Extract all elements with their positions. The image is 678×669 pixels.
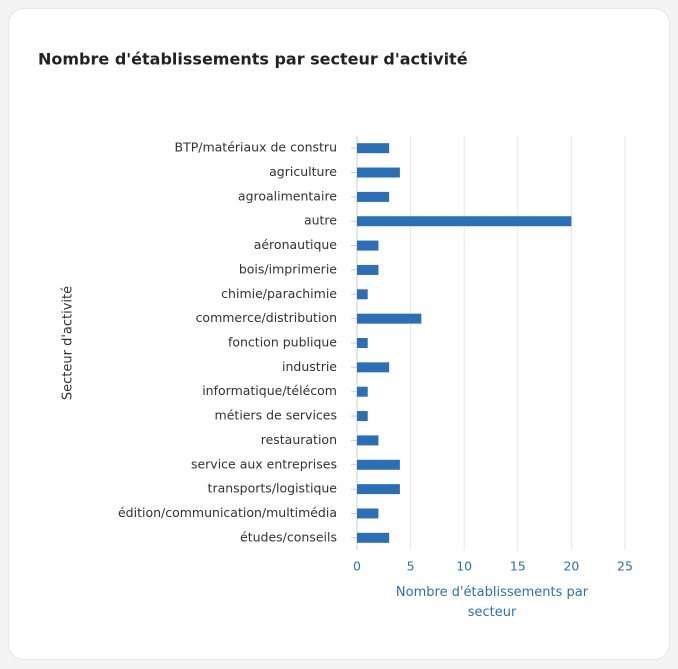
bar	[357, 484, 400, 495]
y-tick-label: restauration	[261, 432, 337, 447]
y-tick-label: informatique/télécom	[202, 383, 337, 398]
y-tick-label: édition/communication/multimédia	[118, 505, 337, 520]
y-tick-label: autre	[304, 213, 337, 228]
y-tick-label: chimie/parachimie	[221, 286, 337, 301]
x-tick-label: 10	[456, 559, 472, 574]
y-tick-label: service aux entreprises	[191, 456, 337, 471]
card	[8, 8, 670, 660]
y-axis-title: Secteur d'activité	[61, 286, 76, 400]
y-tick-label: métiers de services	[215, 408, 337, 423]
chart-title: Nombre d'établissements par secteur d'ac…	[38, 50, 468, 69]
y-tick-label: études/conseils	[240, 529, 337, 544]
bar	[357, 338, 368, 348]
y-tick-label: BTP/matériaux de constru	[175, 140, 337, 155]
y-tick-label: fonction publique	[228, 335, 337, 350]
bar	[357, 508, 379, 519]
y-tick-label: transports/logistique	[208, 481, 338, 496]
bar	[357, 386, 368, 397]
bar	[357, 313, 422, 324]
y-tick-label: agriculture	[269, 164, 337, 179]
x-tick-label: 0	[353, 559, 361, 574]
bar	[357, 362, 390, 373]
y-tick-label: bois/imprimerie	[239, 261, 337, 276]
x-tick-label: 20	[563, 559, 579, 574]
bar	[357, 240, 379, 251]
bar	[357, 191, 390, 202]
bar	[357, 459, 400, 470]
x-tick-label: 5	[407, 559, 415, 574]
bar	[357, 532, 390, 543]
bar	[357, 264, 379, 275]
y-tick-label: aéronautique	[254, 237, 338, 252]
bar	[357, 289, 368, 300]
bar	[357, 411, 368, 422]
y-tick-label: commerce/distribution	[196, 310, 337, 325]
bar	[357, 167, 400, 178]
x-axis-title: Nombre d'établissements par secteur	[395, 585, 589, 620]
bar	[357, 435, 379, 446]
bar	[357, 143, 390, 154]
x-tick-label: 15	[510, 559, 526, 574]
bar	[357, 216, 572, 227]
y-tick-label: agroalimentaire	[238, 188, 337, 203]
y-tick-label: industrie	[282, 359, 337, 374]
x-tick-label: 25	[617, 559, 633, 574]
